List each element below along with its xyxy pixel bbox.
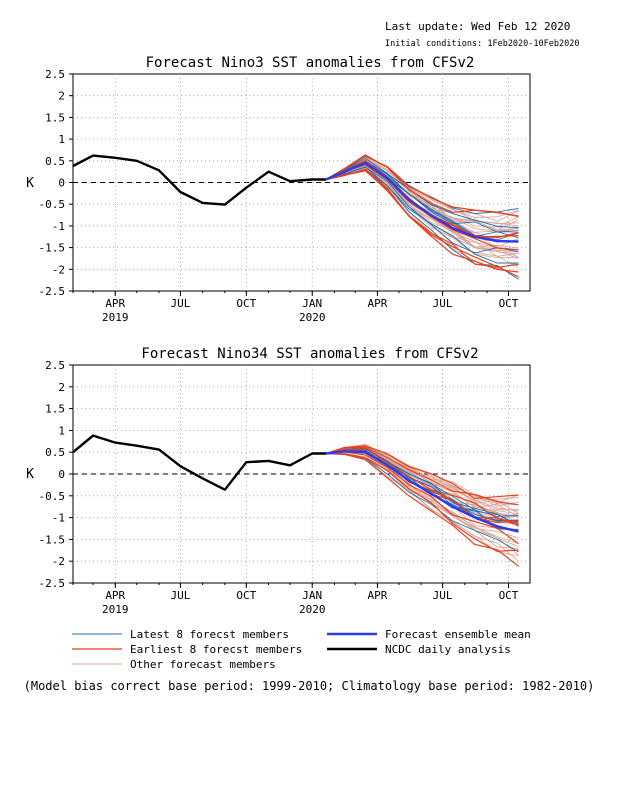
legend-mean-label: Forecast ensemble mean [385, 628, 531, 641]
x-year-label: 2019 [102, 311, 129, 324]
y-tick-label: 2.5 [45, 68, 65, 81]
other-member-line [325, 447, 519, 524]
y-tick-label: 1 [58, 424, 65, 437]
earliest-member-line [325, 452, 519, 552]
y-tick-label: 0 [58, 468, 65, 481]
x-tick-label: APR [105, 589, 125, 602]
x-tick-label: OCT [499, 589, 519, 602]
y-tick-label: -1 [52, 220, 65, 233]
y-tick-label: -2 [52, 263, 65, 276]
x-tick-label: OCT [236, 589, 256, 602]
y-tick-label: 2.5 [45, 359, 65, 372]
x-tick-label: JUL [433, 589, 453, 602]
latest-member-line [325, 166, 519, 254]
last-update: Last update: Wed Feb 12 2020 [385, 20, 570, 33]
y-tick-label: -2.5 [39, 285, 66, 298]
other-member-line [325, 163, 519, 249]
ncdc-analysis-line [72, 154, 326, 206]
x-tick-label: JUL [171, 297, 191, 310]
y-tick-label: 1.5 [45, 403, 65, 416]
earliest-member-line [325, 452, 519, 567]
nino34-title: Forecast Nino34 SST anomalies from CFSv2 [141, 346, 478, 362]
legend-ncdc-label: NCDC daily analysis [385, 643, 511, 656]
x-year-label: 2019 [102, 603, 129, 616]
footnote: (Model bias correct base period: 1999-20… [24, 679, 595, 693]
y-tick-label: 0.5 [45, 446, 65, 459]
nino3-panel: Forecast Nino3 SST anomalies from CFSv2 … [26, 55, 531, 324]
y-tick-label: -0.5 [39, 490, 66, 503]
other-member-line [325, 451, 519, 539]
nino3-y-axis-label: K [26, 176, 34, 191]
y-tick-label: -2.5 [39, 577, 66, 590]
x-year-label: 2020 [299, 603, 326, 616]
y-tick-label: -1.5 [39, 533, 66, 546]
legend-latest-label: Latest 8 forecst members [130, 628, 289, 641]
ensemble-mean-line [325, 450, 519, 533]
x-tick-label: APR [105, 297, 125, 310]
y-tick-label: 2 [58, 90, 65, 103]
x-tick-label: OCT [499, 297, 519, 310]
legend: Latest 8 forecst members Earliest 8 fore… [72, 628, 531, 671]
y-tick-label: -1 [52, 512, 65, 525]
other-member-line [325, 452, 519, 544]
y-tick-label: 1 [58, 133, 65, 146]
earliest-member-line [325, 451, 519, 545]
nino3-title: Forecast Nino3 SST anomalies from CFSv2 [146, 55, 475, 71]
y-tick-label: 1.5 [45, 111, 65, 124]
x-tick-label: APR [367, 297, 387, 310]
ensemble-mean-line [325, 161, 519, 243]
nino34-y-axis-label: K [26, 467, 34, 482]
x-tick-label: JUL [171, 589, 191, 602]
initial-conditions: Initial conditions: 1Feb2020-10Feb2020 [385, 39, 579, 49]
y-tick-label: 2 [58, 381, 65, 394]
earliest-member-line [325, 447, 519, 527]
earliest-member-line [325, 155, 519, 218]
x-tick-label: JAN [302, 297, 322, 310]
x-tick-label: JUL [433, 297, 453, 310]
x-tick-label: JAN [302, 589, 322, 602]
earliest-member-line [325, 169, 519, 278]
nino34-panel: Forecast Nino34 SST anomalies from CFSv2… [26, 346, 531, 616]
x-tick-label: APR [367, 589, 387, 602]
y-tick-label: 0 [58, 177, 65, 190]
x-year-label: 2020 [299, 311, 326, 324]
legend-earliest-label: Earliest 8 forecst members [130, 643, 302, 656]
y-tick-label: -0.5 [39, 198, 66, 211]
legend-other-label: Other forecast members [130, 658, 276, 671]
y-tick-label: 0.5 [45, 155, 65, 168]
y-tick-label: -2 [52, 555, 65, 568]
y-tick-label: -1.5 [39, 242, 66, 255]
x-tick-label: OCT [236, 297, 256, 310]
earliest-member-line [325, 446, 519, 506]
other-member-line [325, 453, 519, 562]
ncdc-analysis-line [72, 434, 326, 491]
